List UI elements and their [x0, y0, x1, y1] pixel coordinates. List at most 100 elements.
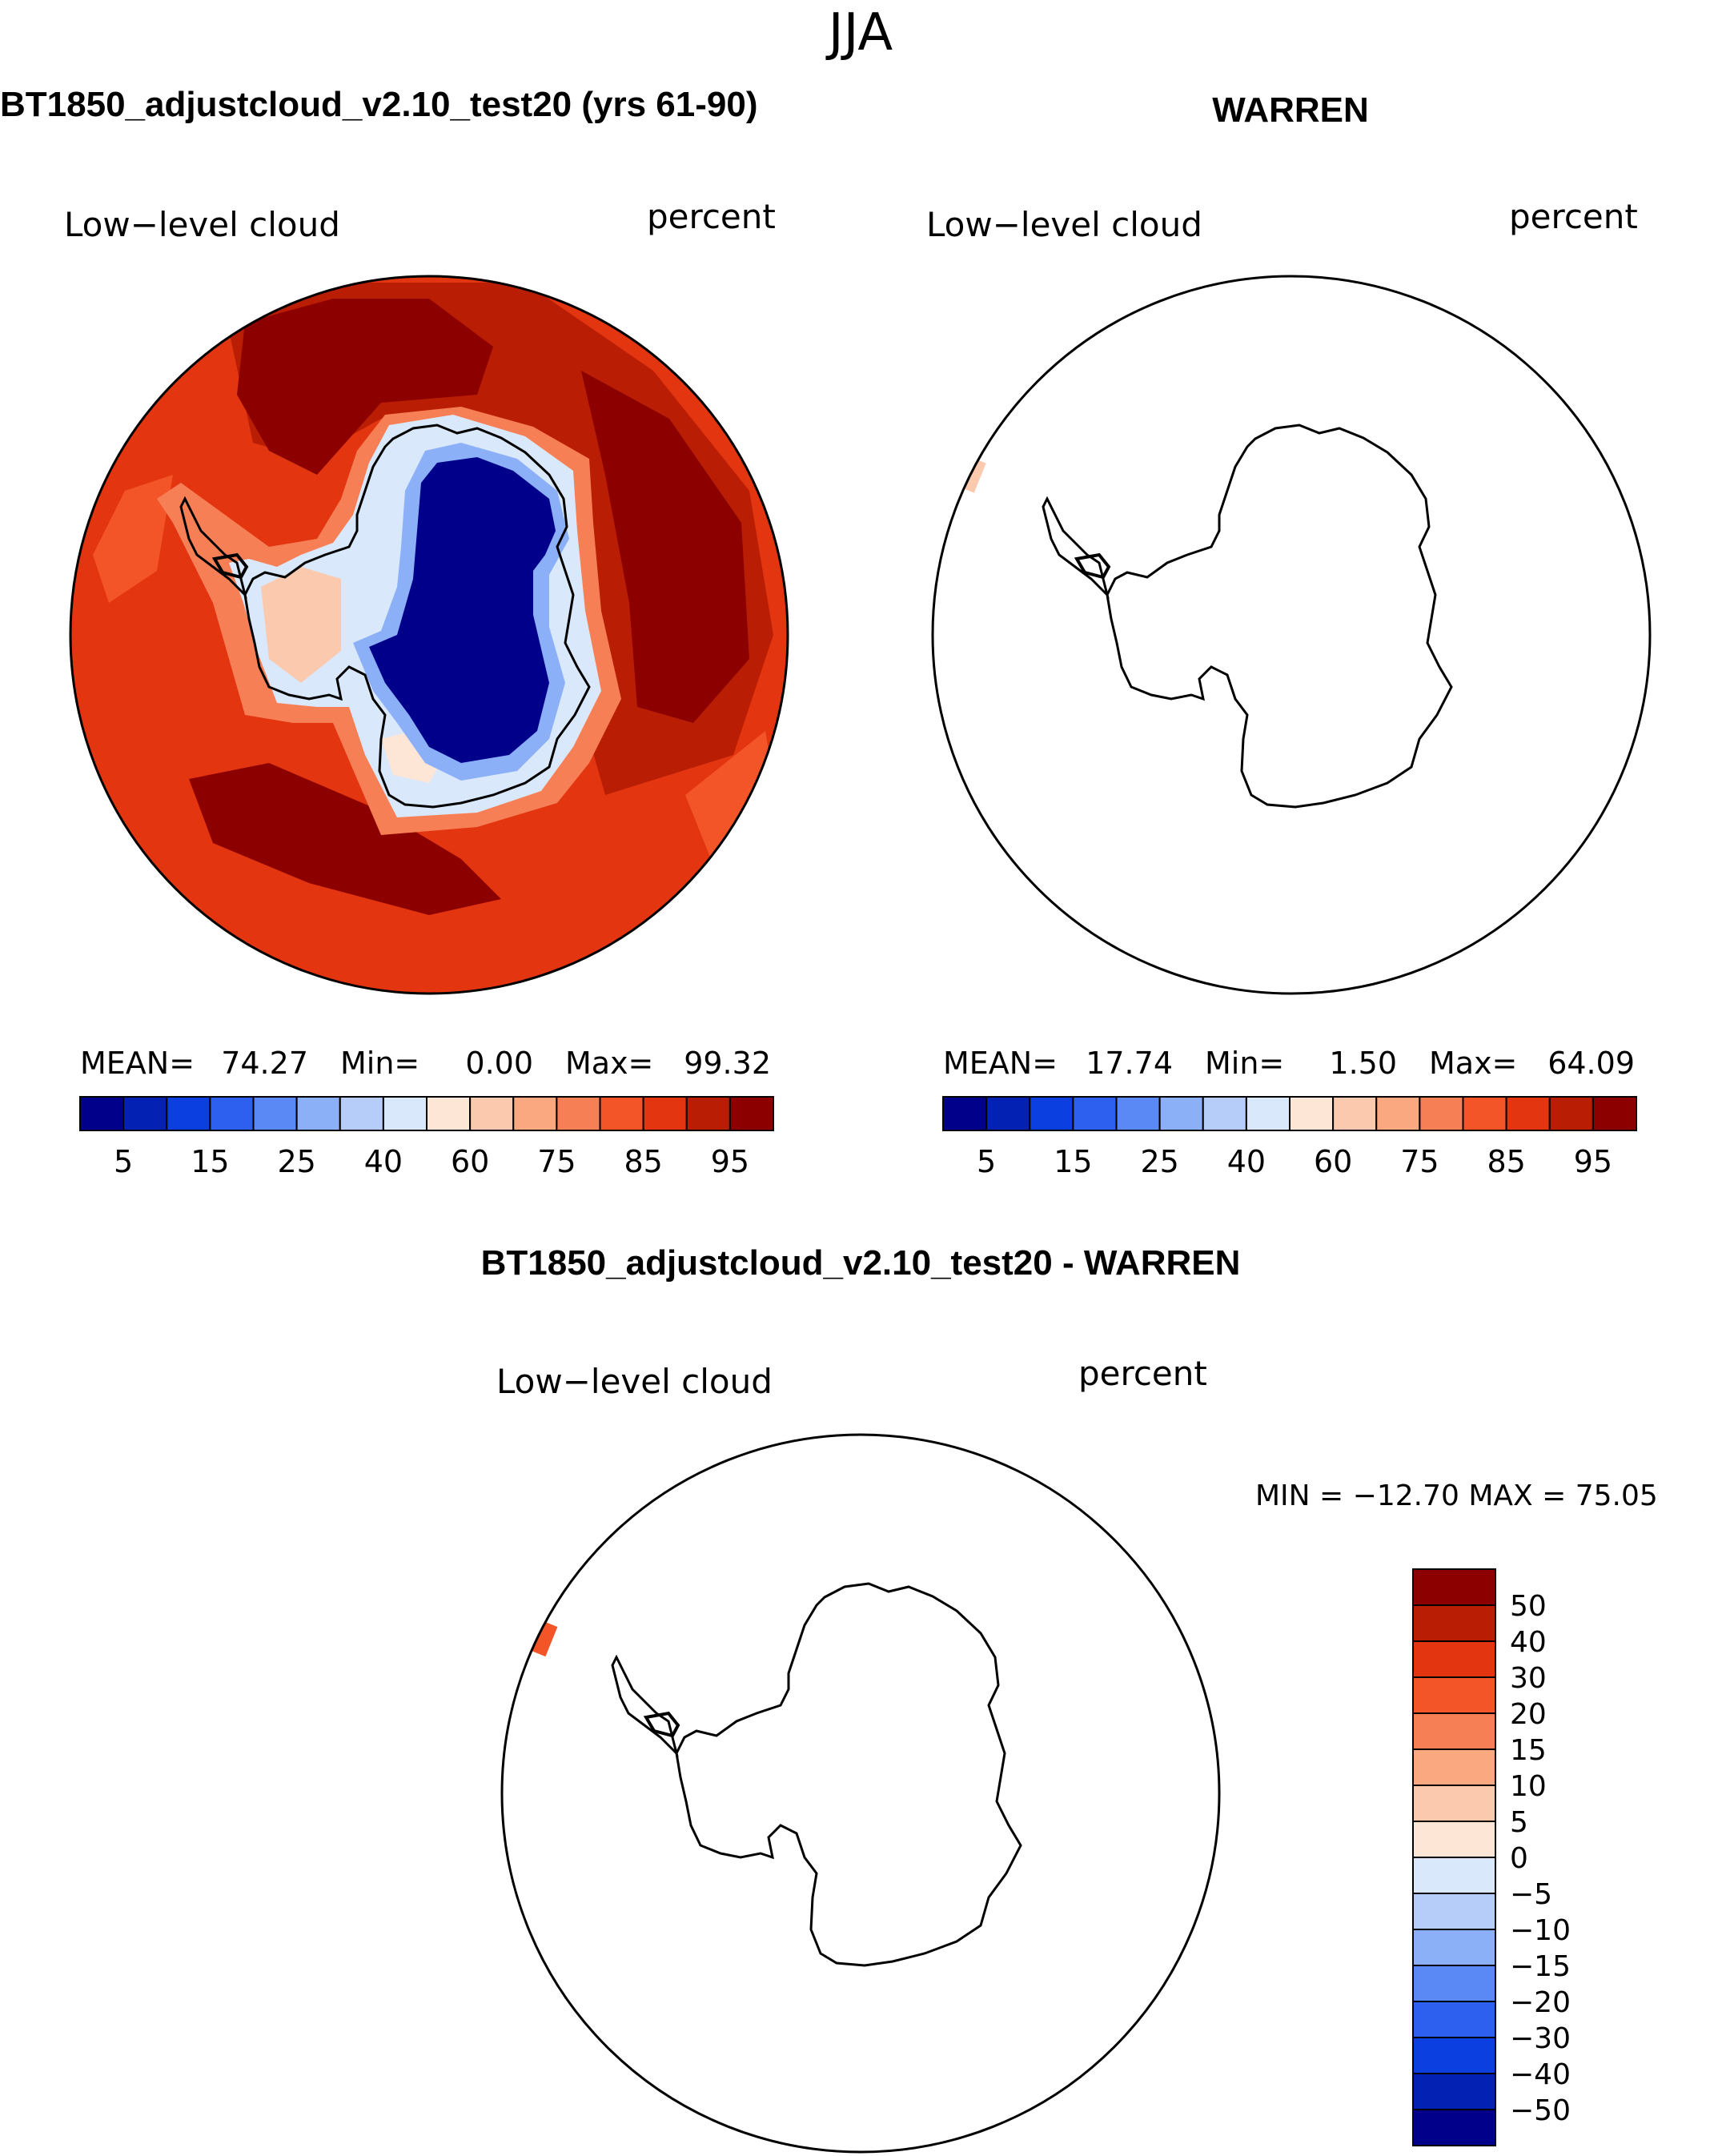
- stat-max-value: 99.32: [684, 1046, 771, 1081]
- panel-diff: BT1850_adjustcloud_v2.10_test20 - WARREN…: [481, 1243, 1658, 2154]
- colorbar-swatch: [79, 1096, 125, 1131]
- panel-diff-variable: Low−level cloud: [496, 1362, 773, 1401]
- colorbar-swatch: [1412, 2109, 1496, 2146]
- colorbar-swatch: [1115, 1096, 1161, 1131]
- colorbar-tick-label: 75: [1400, 1144, 1439, 1179]
- panel-diff-units: percent: [1078, 1354, 1207, 1393]
- stat-min-value: 0.00: [465, 1046, 533, 1081]
- colorbar-tick-label: 95: [711, 1144, 749, 1179]
- colorbar-swatch: [1412, 1748, 1496, 1786]
- colorbar-swatch: [1412, 1857, 1496, 1894]
- panel-model-title: BT1850_adjustcloud_v2.10_test20 (yrs 61-…: [0, 85, 758, 124]
- colorbar-tick-label: 40: [1510, 1626, 1547, 1659]
- map-background: [502, 1435, 1219, 2152]
- colorbar-swatch: [1412, 1929, 1496, 1966]
- colorbar-tick-label: −30: [1510, 2022, 1571, 2055]
- colorbar-swatch: [1419, 1096, 1464, 1131]
- stat-mean-value: 74.27: [221, 1046, 308, 1081]
- colorbar-swatch: [339, 1096, 384, 1131]
- colorbar-tick-label: 85: [624, 1144, 662, 1179]
- colorbar-swatch: [469, 1096, 515, 1131]
- colorbar-tick-label: −20: [1510, 1986, 1571, 2019]
- colorbar-swatch: [1412, 2073, 1496, 2110]
- map-boundary: [69, 275, 789, 995]
- interior-minimum-cloud: [369, 457, 556, 763]
- colorbar-swatch: [1412, 2037, 1496, 2074]
- max-cloud-region-east: [581, 371, 749, 723]
- stat-max-label: Max=: [1429, 1046, 1517, 1081]
- colorbar-tick-label: 0: [1510, 1842, 1528, 1875]
- panel-diff-map: [500, 1433, 1221, 2154]
- map-boundary: [500, 1433, 1221, 2154]
- max-cloud-region-north: [237, 299, 493, 475]
- colorbar-tick-label: 60: [451, 1144, 489, 1179]
- colorbar-swatch: [556, 1096, 601, 1131]
- colorbar-swatch: [599, 1096, 644, 1131]
- max-cloud-region-south: [189, 763, 501, 915]
- colorbar-tick-label: 10: [1510, 1770, 1547, 1803]
- colorbar-swatch: [1412, 1676, 1496, 1714]
- panel-model: BT1850_adjustcloud_v2.10_test20 (yrs 61-…: [0, 85, 789, 1179]
- panel-obs-variable: Low−level cloud: [926, 205, 1202, 244]
- colorbar-swatch: [382, 1096, 427, 1131]
- panel-model-colorbar: 5 15 25 40 60 75 85 95: [79, 1096, 774, 1179]
- colorbar-swatch: [1505, 1096, 1551, 1131]
- colorbar-swatch: [295, 1096, 341, 1131]
- colorbar-tick-label: 5: [114, 1144, 133, 1179]
- colorbar-tick-label: 30: [1510, 1662, 1547, 1695]
- colorbar-swatch: [685, 1096, 731, 1131]
- stat-mean-label: MEAN=: [943, 1046, 1058, 1081]
- colorbar-tick-label: −50: [1510, 2094, 1571, 2127]
- colorbar-swatch: [1072, 1096, 1118, 1131]
- colorbar-tick-label: 25: [277, 1144, 315, 1179]
- colorbar-tick-label: −10: [1510, 1914, 1571, 1947]
- colorbar-swatch: [1029, 1096, 1074, 1131]
- colorbar-swatch: [1412, 1712, 1496, 1750]
- panel-obs: WARREN Low−level cloud percent MEAN= 17.…: [926, 90, 1652, 1179]
- stat-max-value: 64.09: [1547, 1046, 1635, 1081]
- colorbar-tick-label: 15: [1510, 1734, 1547, 1767]
- stat-min-value: 1.50: [1329, 1046, 1397, 1081]
- map-boundary: [931, 275, 1652, 995]
- panel-diff-minmax: MIN = −12.70 MAX = 75.05: [1255, 1479, 1658, 1512]
- colorbar-tick-label: 40: [364, 1144, 403, 1179]
- colorbar-swatch: [729, 1096, 774, 1131]
- colorbar-swatch: [1202, 1096, 1247, 1131]
- panel-obs-map: [931, 275, 1652, 995]
- mid-cloud-patch-west: [93, 475, 173, 603]
- colorbar-tick-label: −5: [1510, 1878, 1552, 1911]
- colorbar-swatch: [1412, 1604, 1496, 1642]
- panel-obs-stats: MEAN= 17.74 Min= 1.50 Max= 64.09: [943, 1046, 1635, 1081]
- colorbar-swatch: [426, 1096, 472, 1131]
- colorbar-swatch: [122, 1096, 168, 1131]
- colorbar-swatch: [1412, 1821, 1496, 1858]
- colorbar-tick-label: 15: [1054, 1144, 1092, 1179]
- map-background: [933, 276, 1650, 994]
- colorbar-swatch: [1245, 1096, 1290, 1131]
- colorbar-swatch: [642, 1096, 688, 1131]
- stat-min-label: Min=: [1205, 1046, 1284, 1081]
- panel-obs-colorbar: 5 15 25 40 60 75 85 95: [942, 1096, 1637, 1179]
- colorbar-swatch: [942, 1096, 988, 1131]
- colorbar-tick-label: 15: [191, 1144, 229, 1179]
- colorbar-tick-label: 5: [1510, 1806, 1528, 1839]
- colorbar-tick-label: −15: [1510, 1950, 1571, 1983]
- colorbar-swatch: [1412, 2001, 1496, 2038]
- colorbar-swatch: [1462, 1096, 1507, 1131]
- colorbar-tick-label: 20: [1510, 1698, 1547, 1731]
- panel-model-stats: MEAN= 74.27 Min= 0.00 Max= 99.32: [80, 1046, 771, 1081]
- colorbar-swatch: [1412, 1640, 1496, 1678]
- colorbar-tick-label: 85: [1487, 1144, 1525, 1179]
- colorbar-swatch: [1375, 1096, 1421, 1131]
- panel-obs-units: percent: [1509, 197, 1638, 236]
- colorbar-tick-label: 5: [977, 1144, 996, 1179]
- colorbar-tick-label: −40: [1510, 2058, 1571, 2091]
- colorbar-tick-label: 60: [1314, 1144, 1352, 1179]
- colorbar-swatch: [252, 1096, 298, 1131]
- colorbar-swatch: [1332, 1096, 1378, 1131]
- stat-max-label: Max=: [565, 1046, 653, 1081]
- colorbar-swatch: [1412, 1965, 1496, 2002]
- stat-mean-label: MEAN=: [80, 1046, 195, 1081]
